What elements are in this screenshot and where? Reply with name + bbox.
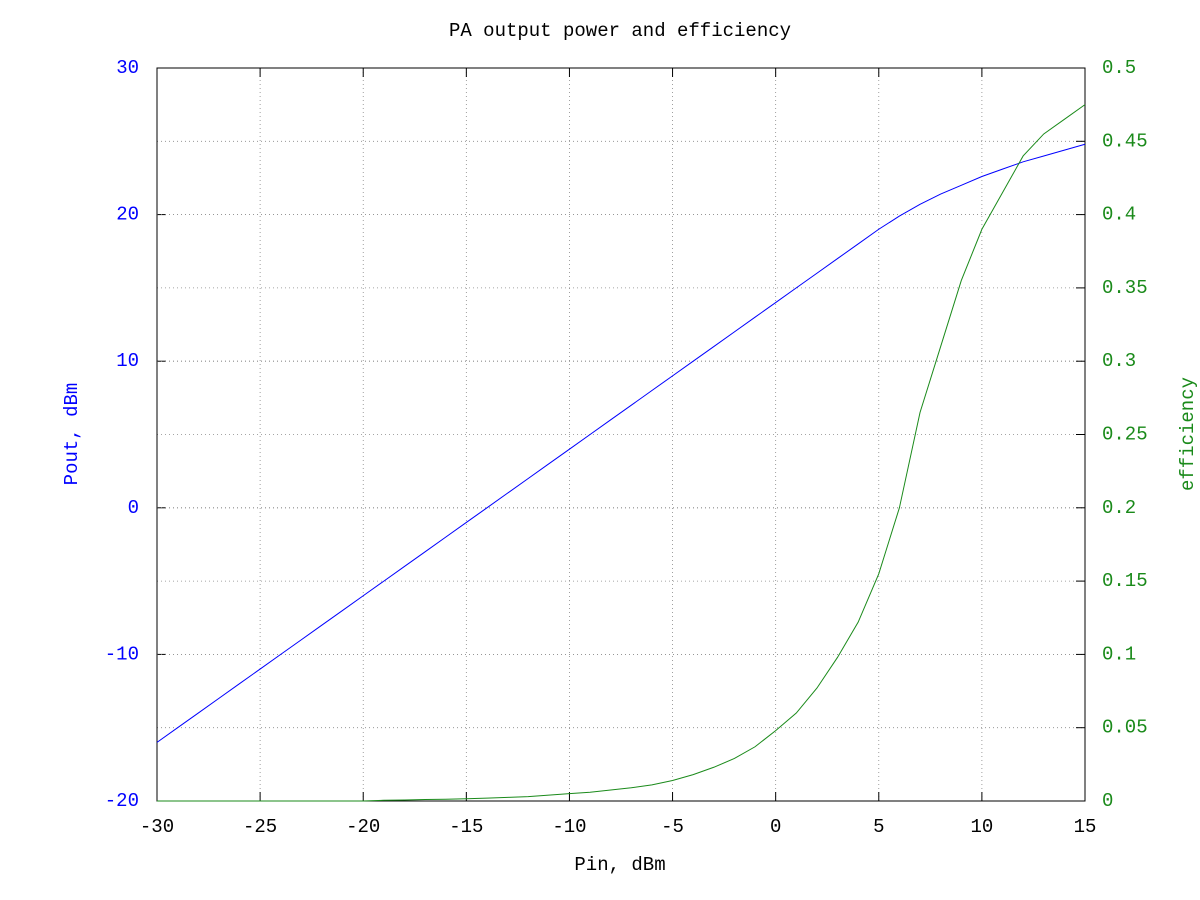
y2-tick-label: 0.3 (1102, 350, 1136, 372)
y-tick-label: -20 (105, 790, 139, 812)
y2-tick-label: 0.5 (1102, 57, 1136, 79)
x-tick-label: -30 (140, 816, 174, 838)
x-tick-label: 5 (873, 816, 884, 838)
data-line (156, 143, 1086, 743)
x-tick-label: -15 (449, 816, 483, 838)
y2-tick-label: 0.45 (1102, 130, 1148, 152)
y-tick-label: -10 (105, 643, 139, 665)
x-axis-label: Pin, dBm (574, 854, 665, 876)
y-tick-label: 0 (128, 497, 139, 519)
y2-tick-label: 0.25 (1102, 424, 1148, 446)
y-tick-label: 30 (116, 57, 139, 79)
y2-tick-label: 0.05 (1102, 717, 1148, 739)
x-tick-label: 15 (1074, 816, 1097, 838)
x-tick-label: 10 (970, 816, 993, 838)
y2-tick-label: 0.1 (1102, 643, 1136, 665)
y2-tick-label: 0.4 (1102, 204, 1136, 226)
chart-title: PA output power and efficiency (449, 20, 791, 42)
y2-tick-label: 0.15 (1102, 570, 1148, 592)
y2-tick-label: 0.35 (1102, 277, 1148, 299)
y2-tick-label: 0.2 (1102, 497, 1136, 519)
plot-frame (156, 67, 1086, 802)
y2-axis-label: efficiency (1177, 377, 1199, 491)
x-tick-label: -25 (243, 816, 277, 838)
x-tick-label: 0 (770, 816, 781, 838)
data-line (157, 104, 1086, 802)
y-tick-label: 20 (116, 204, 139, 226)
x-tick-label: -5 (661, 816, 684, 838)
y-tick-label: 10 (116, 350, 139, 372)
x-tick-label: -10 (552, 816, 586, 838)
y2-tick-label: 0 (1102, 790, 1113, 812)
y-axis-label: Pout, dBm (61, 383, 83, 486)
x-tick-label: -20 (346, 816, 380, 838)
